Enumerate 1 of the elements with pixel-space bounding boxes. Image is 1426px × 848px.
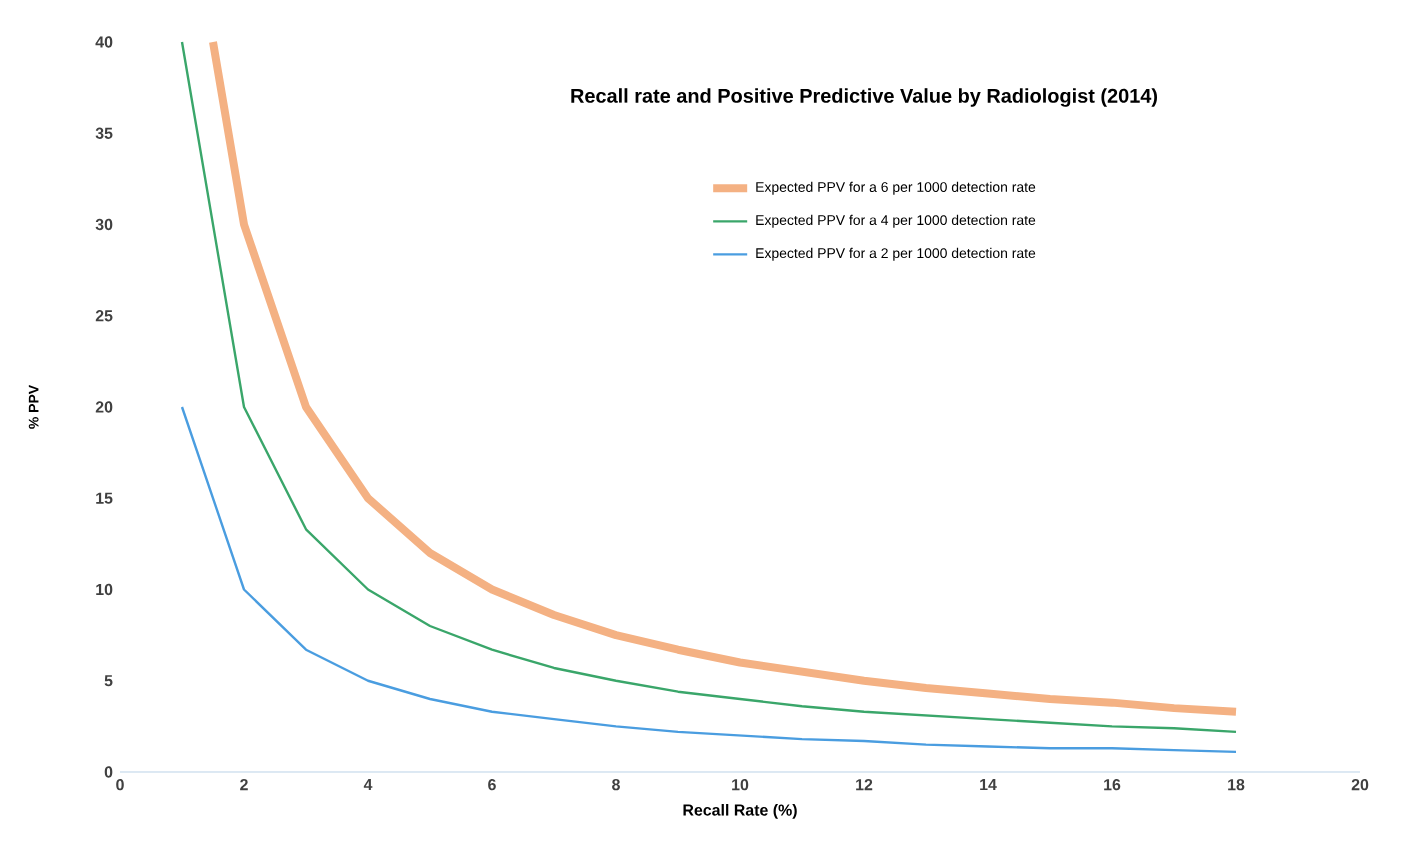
text: Recall rate and Positive Predictive Value by Radiologist (2014) — [571, 88, 1158, 107]
